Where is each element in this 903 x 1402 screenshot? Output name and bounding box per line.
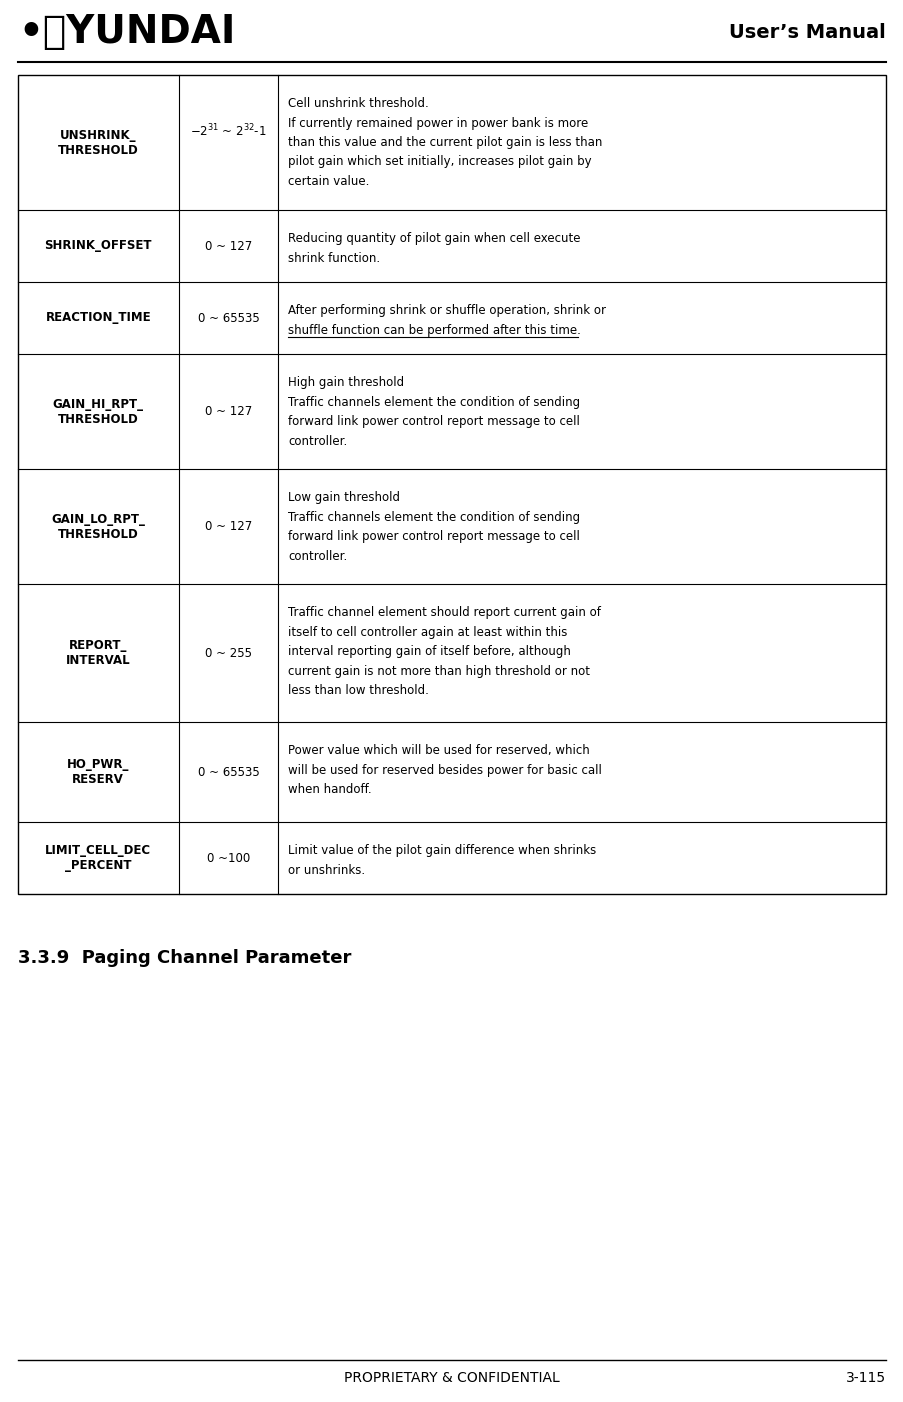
Text: High gain threshold: High gain threshold xyxy=(288,376,404,388)
Text: •ⓗYUNDAI: •ⓗYUNDAI xyxy=(18,13,235,50)
Text: 3.3.9  Paging Channel Parameter: 3.3.9 Paging Channel Parameter xyxy=(18,949,351,967)
Text: 3-115: 3-115 xyxy=(845,1371,885,1385)
Text: shuffle function can be performed after this time.: shuffle function can be performed after … xyxy=(288,324,581,336)
Text: UNSHRINK_
THRESHOLD: UNSHRINK_ THRESHOLD xyxy=(58,129,138,157)
Text: $-2^{31}$ ~ $2^{32}$-1: $-2^{31}$ ~ $2^{32}$-1 xyxy=(190,122,266,139)
Text: pilot gain which set initially, increases pilot gain by: pilot gain which set initially, increase… xyxy=(288,156,591,168)
Text: HO_PWR_
RESERV: HO_PWR_ RESERV xyxy=(67,758,129,787)
Text: 0 ~ 65535: 0 ~ 65535 xyxy=(198,765,259,778)
Text: Cell unshrink threshold.: Cell unshrink threshold. xyxy=(288,97,429,109)
Bar xyxy=(18,74,885,894)
Text: GAIN_LO_RPT_
THRESHOLD: GAIN_LO_RPT_ THRESHOLD xyxy=(51,513,145,541)
Text: Limit value of the pilot gain difference when shrinks: Limit value of the pilot gain difference… xyxy=(288,844,596,857)
Text: itself to cell controller again at least within this: itself to cell controller again at least… xyxy=(288,625,567,638)
Text: shuffle function can be performed after this time.: shuffle function can be performed after … xyxy=(288,324,581,336)
Text: 0 ~ 65535: 0 ~ 65535 xyxy=(198,311,259,324)
Text: Low gain threshold: Low gain threshold xyxy=(288,491,400,503)
Text: controller.: controller. xyxy=(288,550,348,562)
Text: 0 ~ 255: 0 ~ 255 xyxy=(205,646,252,659)
Text: Power value which will be used for reserved, which: Power value which will be used for reser… xyxy=(288,744,590,757)
Text: Traffic channels element the condition of sending: Traffic channels element the condition o… xyxy=(288,395,580,408)
Text: 0 ~ 127: 0 ~ 127 xyxy=(205,405,252,418)
Text: or unshrinks.: or unshrinks. xyxy=(288,864,365,876)
Text: PROPRIETARY & CONFIDENTIAL: PROPRIETARY & CONFIDENTIAL xyxy=(344,1371,559,1385)
Text: current gain is not more than high threshold or not: current gain is not more than high thres… xyxy=(288,665,590,677)
Text: controller.: controller. xyxy=(288,435,348,447)
Text: certain value.: certain value. xyxy=(288,175,369,188)
Text: Traffic channels element the condition of sending: Traffic channels element the condition o… xyxy=(288,510,580,523)
Text: GAIN_HI_RPT_
THRESHOLD: GAIN_HI_RPT_ THRESHOLD xyxy=(52,398,144,425)
Text: REPORT_
INTERVAL: REPORT_ INTERVAL xyxy=(66,639,130,667)
Text: when handoff.: when handoff. xyxy=(288,782,372,796)
Text: 0 ~ 127: 0 ~ 127 xyxy=(205,240,252,252)
Text: 0 ~100: 0 ~100 xyxy=(207,851,250,865)
Text: LIMIT_CELL_DEC
_PERCENT: LIMIT_CELL_DEC _PERCENT xyxy=(45,844,151,872)
Text: Reducing quantity of pilot gain when cell execute: Reducing quantity of pilot gain when cel… xyxy=(288,231,581,245)
Text: less than low threshold.: less than low threshold. xyxy=(288,684,429,697)
Text: forward link power control report message to cell: forward link power control report messag… xyxy=(288,530,580,543)
Text: REACTION_TIME: REACTION_TIME xyxy=(45,311,151,324)
Text: If currently remained power in power bank is more: If currently remained power in power ban… xyxy=(288,116,588,129)
Text: Traffic channel element should report current gain of: Traffic channel element should report cu… xyxy=(288,606,600,620)
Text: interval reporting gain of itself before, although: interval reporting gain of itself before… xyxy=(288,645,571,658)
Text: than this value and the current pilot gain is less than: than this value and the current pilot ga… xyxy=(288,136,602,149)
Text: forward link power control report message to cell: forward link power control report messag… xyxy=(288,415,580,428)
Text: will be used for reserved besides power for basic call: will be used for reserved besides power … xyxy=(288,764,601,777)
Text: SHRINK_OFFSET: SHRINK_OFFSET xyxy=(44,240,152,252)
Text: User’s Manual: User’s Manual xyxy=(729,22,885,42)
Text: After performing shrink or shuffle operation, shrink or: After performing shrink or shuffle opera… xyxy=(288,304,606,317)
Text: shrink function.: shrink function. xyxy=(288,251,380,265)
Text: 0 ~ 127: 0 ~ 127 xyxy=(205,520,252,533)
